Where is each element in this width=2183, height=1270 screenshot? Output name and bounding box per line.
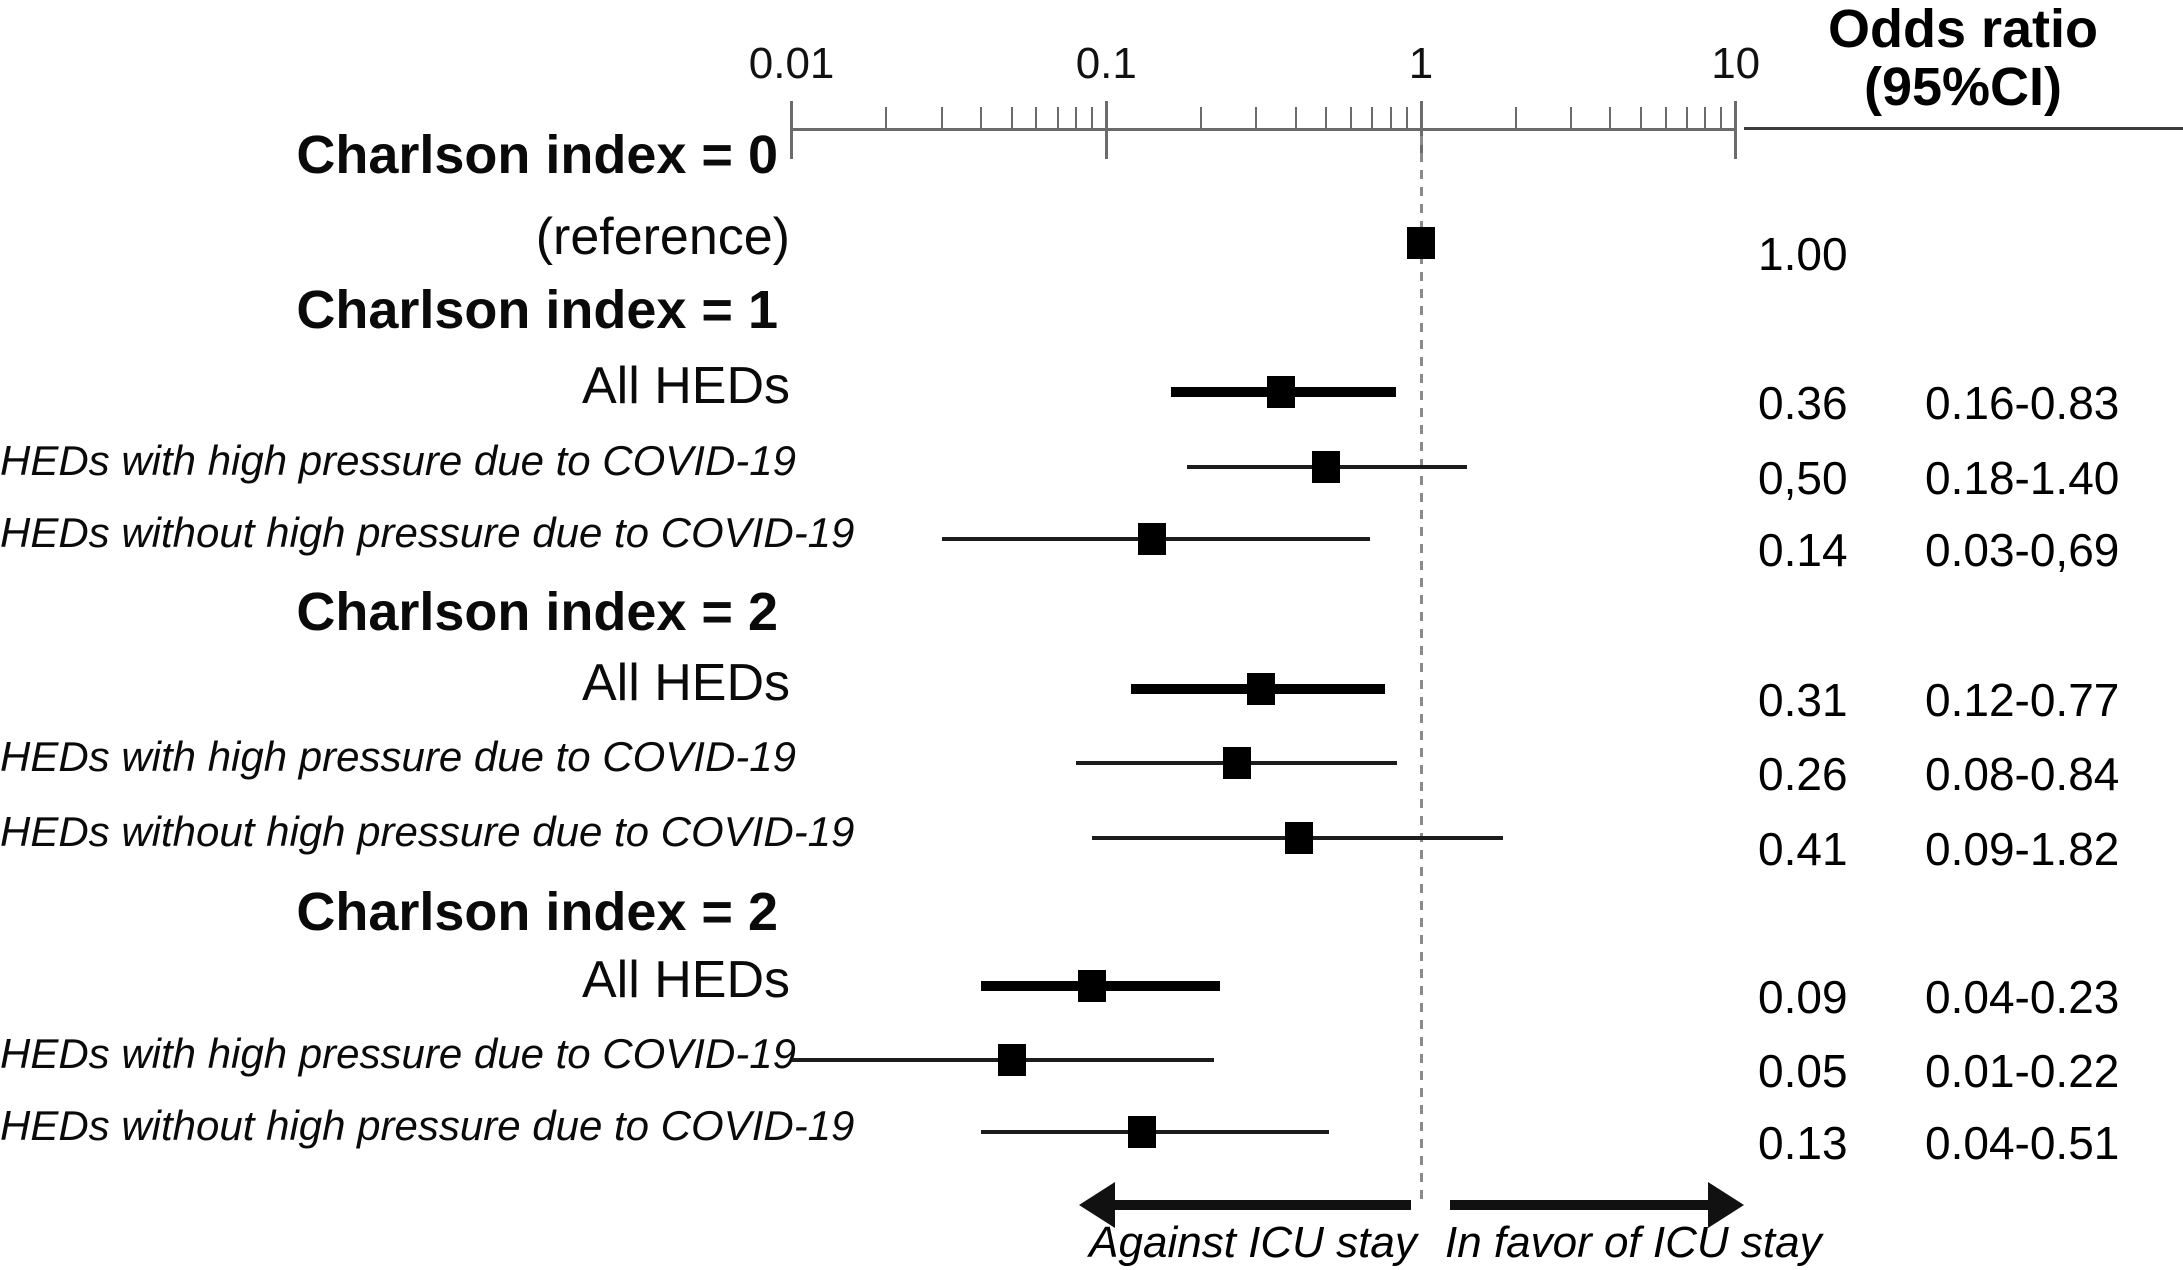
x-axis-line xyxy=(790,128,1736,131)
group-heading: Charlson index = 1 xyxy=(296,280,778,340)
x-axis-minor-tick xyxy=(1255,107,1258,130)
x-axis-tick-label: 0.1 xyxy=(1075,39,1137,88)
or-point-marker xyxy=(1407,227,1435,259)
or-value: 0.31 xyxy=(1758,674,1848,726)
x-axis-tick-label: 0.01 xyxy=(748,39,835,88)
or-value: 0.41 xyxy=(1758,823,1848,875)
x-axis-minor-tick xyxy=(1010,107,1013,130)
ci-value: 0.08-0.84 xyxy=(1925,748,2120,800)
x-axis-minor-tick xyxy=(1200,107,1203,130)
ci-value: 0.09-1.82 xyxy=(1925,823,2120,875)
row-label: HEDs with high pressure due to COVID-19 xyxy=(0,1030,797,1077)
right-arrow-shaft xyxy=(1450,1200,1708,1210)
x-axis-major-tick xyxy=(1734,101,1738,159)
against-icu-label: Against ICU stay xyxy=(1089,1218,1417,1267)
title-underline xyxy=(1744,127,2183,130)
row-label: All HEDs xyxy=(581,654,790,712)
x-axis-major-tick xyxy=(1104,101,1108,159)
x-axis-minor-tick xyxy=(1609,107,1612,130)
ci-value: 0.03-0,69 xyxy=(1925,524,2120,576)
or-point-marker xyxy=(1128,1116,1157,1148)
left-arrow-shaft xyxy=(1108,1200,1411,1210)
x-axis-minor-tick xyxy=(1704,107,1707,130)
row-label: HEDs without high pressure due to COVID-… xyxy=(0,1102,855,1149)
x-axis-minor-tick xyxy=(1371,107,1374,130)
in-favor-icu-label: In favor of ICU stay xyxy=(1445,1218,1822,1267)
x-axis-minor-tick xyxy=(885,107,888,130)
row-label: (reference) xyxy=(535,208,790,266)
row-label: All HEDs xyxy=(581,357,790,415)
ci-value: 0.01-0.22 xyxy=(1925,1045,2120,1097)
or-point-marker xyxy=(1138,523,1167,555)
odds-ratio-column-title-line1: Odds ratio xyxy=(1827,0,2099,59)
or-point-marker xyxy=(1246,673,1275,705)
or-value: 0.26 xyxy=(1758,748,1848,800)
group-heading: Charlson index = 2 xyxy=(296,882,778,942)
x-axis-minor-tick xyxy=(1325,107,1328,130)
x-axis-major-tick xyxy=(1419,101,1423,159)
x-axis-minor-tick xyxy=(1685,107,1688,130)
x-axis-minor-tick xyxy=(1056,107,1059,130)
x-axis-minor-tick xyxy=(1294,107,1297,130)
x-axis-major-tick xyxy=(790,101,794,159)
or-value: 0.14 xyxy=(1758,524,1848,576)
x-axis-minor-tick xyxy=(1090,107,1093,130)
x-axis-minor-tick xyxy=(1405,107,1408,130)
ci-value: 0.12-0.77 xyxy=(1925,674,2120,726)
x-axis-minor-tick xyxy=(1350,107,1353,130)
ci-value: 0.04-0.51 xyxy=(1925,1117,2120,1169)
or-point-marker xyxy=(1077,970,1106,1002)
or-value: 0.36 xyxy=(1758,377,1848,429)
x-axis-minor-tick xyxy=(940,107,943,130)
x-axis-minor-tick xyxy=(1570,107,1573,130)
x-axis-minor-tick xyxy=(1664,107,1667,130)
or-point-marker xyxy=(1285,822,1314,854)
x-axis-minor-tick xyxy=(1074,107,1077,130)
row-label: All HEDs xyxy=(581,951,790,1009)
ci-value: 0.04-0.23 xyxy=(1925,971,2120,1023)
x-axis-tick-label: 1 xyxy=(1408,39,1434,88)
or-value: 1.00 xyxy=(1758,228,1848,280)
or-point-marker xyxy=(1222,747,1251,779)
row-label: HEDs without high pressure due to COVID-… xyxy=(0,808,855,855)
group-heading: Charlson index = 2 xyxy=(296,582,778,642)
x-axis-minor-tick xyxy=(1514,107,1517,130)
row-label: HEDs with high pressure due to COVID-19 xyxy=(0,733,797,780)
right-arrowhead-icon xyxy=(1708,1182,1744,1228)
or-point-marker xyxy=(1267,376,1296,408)
reference-line-or-1 xyxy=(1419,136,1423,1203)
group-heading: Charlson index = 0 xyxy=(296,125,778,185)
or-value: 0,50 xyxy=(1758,452,1848,504)
or-point-marker xyxy=(1312,451,1341,483)
row-label: HEDs with high pressure due to COVID-19 xyxy=(0,437,797,484)
ci-value: 0.16-0.83 xyxy=(1925,377,2120,429)
x-axis-minor-tick xyxy=(1389,107,1392,130)
x-axis-minor-tick xyxy=(1639,107,1642,130)
or-value: 0.13 xyxy=(1758,1117,1848,1169)
x-axis-minor-tick xyxy=(980,107,983,130)
x-axis-minor-tick xyxy=(1720,107,1723,130)
ci-value: 0.18-1.40 xyxy=(1925,452,2120,504)
x-axis-tick-label: 10 xyxy=(1711,39,1761,88)
or-point-marker xyxy=(997,1044,1026,1076)
x-axis-minor-tick xyxy=(1035,107,1038,130)
odds-ratio-column-title-line2: (95%CI) xyxy=(1863,57,2063,117)
or-value: 0.09 xyxy=(1758,971,1848,1023)
row-label: HEDs without high pressure due to COVID-… xyxy=(0,509,855,556)
or-value: 0.05 xyxy=(1758,1045,1848,1097)
